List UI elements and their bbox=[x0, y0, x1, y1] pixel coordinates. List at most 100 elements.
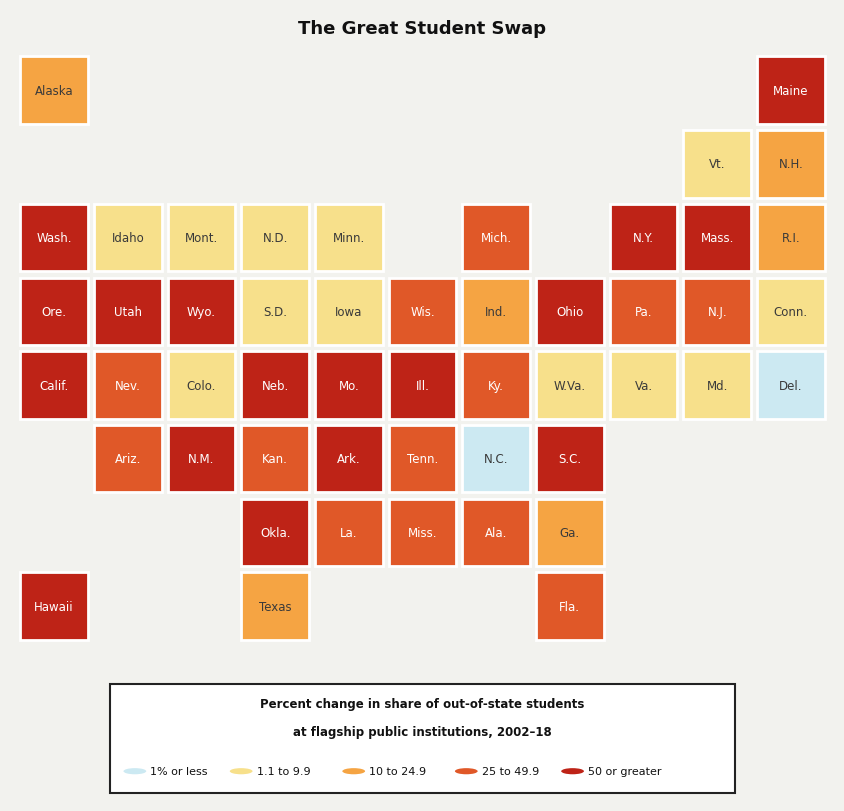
FancyBboxPatch shape bbox=[535, 352, 603, 419]
Text: Kan.: Kan. bbox=[262, 453, 288, 466]
Text: Mich.: Mich. bbox=[480, 232, 511, 245]
FancyBboxPatch shape bbox=[756, 204, 824, 272]
FancyBboxPatch shape bbox=[94, 278, 161, 345]
FancyBboxPatch shape bbox=[241, 352, 309, 419]
FancyBboxPatch shape bbox=[683, 352, 750, 419]
Text: Ohio: Ohio bbox=[555, 306, 583, 319]
FancyBboxPatch shape bbox=[683, 131, 750, 199]
FancyBboxPatch shape bbox=[756, 278, 824, 345]
Text: Tenn.: Tenn. bbox=[407, 453, 437, 466]
FancyBboxPatch shape bbox=[315, 425, 382, 493]
FancyBboxPatch shape bbox=[535, 573, 603, 640]
Text: La.: La. bbox=[339, 526, 357, 539]
Text: Ga.: Ga. bbox=[559, 526, 579, 539]
Text: Ala.: Ala. bbox=[484, 526, 506, 539]
Text: Vt.: Vt. bbox=[708, 158, 725, 171]
Ellipse shape bbox=[454, 768, 477, 775]
FancyBboxPatch shape bbox=[167, 425, 235, 493]
FancyBboxPatch shape bbox=[388, 425, 456, 493]
Text: Colo.: Colo. bbox=[187, 379, 216, 392]
Ellipse shape bbox=[560, 768, 583, 775]
FancyBboxPatch shape bbox=[241, 499, 309, 566]
Text: Mass.: Mass. bbox=[700, 232, 733, 245]
FancyBboxPatch shape bbox=[315, 499, 382, 566]
FancyBboxPatch shape bbox=[535, 499, 603, 566]
FancyBboxPatch shape bbox=[20, 278, 88, 345]
Text: N.D.: N.D. bbox=[262, 232, 288, 245]
Text: S.D.: S.D. bbox=[262, 306, 287, 319]
Text: Texas: Texas bbox=[258, 600, 291, 613]
Text: Del.: Del. bbox=[778, 379, 802, 392]
FancyBboxPatch shape bbox=[94, 425, 161, 493]
Text: R.I.: R.I. bbox=[781, 232, 799, 245]
Text: Okla.: Okla. bbox=[260, 526, 290, 539]
FancyBboxPatch shape bbox=[683, 204, 750, 272]
Text: Mo.: Mo. bbox=[338, 379, 359, 392]
Text: Maine: Maine bbox=[772, 84, 808, 97]
FancyBboxPatch shape bbox=[20, 58, 88, 125]
FancyBboxPatch shape bbox=[462, 352, 529, 419]
FancyBboxPatch shape bbox=[315, 278, 382, 345]
FancyBboxPatch shape bbox=[535, 278, 603, 345]
FancyBboxPatch shape bbox=[241, 425, 309, 493]
FancyBboxPatch shape bbox=[20, 204, 88, 272]
Text: Conn.: Conn. bbox=[773, 306, 807, 319]
Text: N.J.: N.J. bbox=[706, 306, 726, 319]
Text: 1.1 to 9.9: 1.1 to 9.9 bbox=[257, 766, 310, 776]
Text: Ill.: Ill. bbox=[415, 379, 429, 392]
Text: Pa.: Pa. bbox=[634, 306, 652, 319]
FancyBboxPatch shape bbox=[609, 352, 677, 419]
Text: W.Va.: W.Va. bbox=[553, 379, 585, 392]
Text: Ariz.: Ariz. bbox=[115, 453, 141, 466]
Text: The Great Student Swap: The Great Student Swap bbox=[298, 20, 546, 38]
Text: Md.: Md. bbox=[706, 379, 727, 392]
Text: Va.: Va. bbox=[634, 379, 652, 392]
Text: N.H.: N.H. bbox=[777, 158, 803, 171]
Text: Ky.: Ky. bbox=[488, 379, 504, 392]
Text: Miss.: Miss. bbox=[408, 526, 436, 539]
Text: Utah: Utah bbox=[114, 306, 142, 319]
FancyBboxPatch shape bbox=[167, 352, 235, 419]
FancyBboxPatch shape bbox=[535, 425, 603, 493]
FancyBboxPatch shape bbox=[462, 278, 529, 345]
Text: 25 to 49.9: 25 to 49.9 bbox=[481, 766, 538, 776]
FancyBboxPatch shape bbox=[94, 204, 161, 272]
Text: Ore.: Ore. bbox=[41, 306, 67, 319]
Text: N.Y.: N.Y. bbox=[632, 232, 653, 245]
FancyBboxPatch shape bbox=[315, 204, 382, 272]
Ellipse shape bbox=[342, 768, 365, 775]
FancyBboxPatch shape bbox=[609, 204, 677, 272]
Text: Ind.: Ind. bbox=[484, 306, 506, 319]
FancyBboxPatch shape bbox=[388, 499, 456, 566]
Text: Idaho: Idaho bbox=[111, 232, 144, 245]
Ellipse shape bbox=[230, 768, 252, 775]
FancyBboxPatch shape bbox=[167, 204, 235, 272]
Text: S.C.: S.C. bbox=[558, 453, 581, 466]
Text: Hawaii: Hawaii bbox=[35, 600, 73, 613]
FancyBboxPatch shape bbox=[462, 425, 529, 493]
Text: at flagship public institutions, 2002–18: at flagship public institutions, 2002–18 bbox=[293, 725, 551, 738]
FancyBboxPatch shape bbox=[241, 204, 309, 272]
Text: Percent change in share of out-of-state students: Percent change in share of out-of-state … bbox=[260, 697, 584, 710]
Ellipse shape bbox=[123, 768, 146, 775]
Text: Ark.: Ark. bbox=[337, 453, 360, 466]
FancyBboxPatch shape bbox=[315, 352, 382, 419]
FancyBboxPatch shape bbox=[388, 352, 456, 419]
FancyBboxPatch shape bbox=[609, 278, 677, 345]
Text: Alaska: Alaska bbox=[35, 84, 73, 97]
FancyBboxPatch shape bbox=[110, 684, 734, 793]
Text: Wis.: Wis. bbox=[409, 306, 435, 319]
Text: Calif.: Calif. bbox=[40, 379, 68, 392]
Text: Neb.: Neb. bbox=[261, 379, 289, 392]
FancyBboxPatch shape bbox=[756, 352, 824, 419]
Text: Minn.: Minn. bbox=[333, 232, 365, 245]
Text: Mont.: Mont. bbox=[185, 232, 218, 245]
FancyBboxPatch shape bbox=[756, 58, 824, 125]
FancyBboxPatch shape bbox=[20, 573, 88, 640]
Text: 10 to 24.9: 10 to 24.9 bbox=[369, 766, 426, 776]
FancyBboxPatch shape bbox=[20, 352, 88, 419]
Text: N.C.: N.C. bbox=[484, 453, 508, 466]
FancyBboxPatch shape bbox=[683, 278, 750, 345]
Text: 50 or greater: 50 or greater bbox=[587, 766, 661, 776]
FancyBboxPatch shape bbox=[167, 278, 235, 345]
